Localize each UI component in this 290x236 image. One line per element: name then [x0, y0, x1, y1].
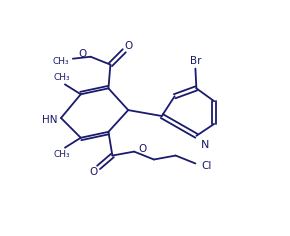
Text: CH₃: CH₃ — [54, 150, 70, 159]
Text: CH₃: CH₃ — [54, 73, 70, 82]
Text: O: O — [138, 144, 146, 154]
Text: O: O — [90, 167, 98, 177]
Text: O: O — [124, 41, 132, 51]
Text: N: N — [201, 140, 210, 150]
Text: CH₃: CH₃ — [52, 57, 69, 66]
Text: Cl: Cl — [201, 161, 212, 171]
Text: Br: Br — [190, 56, 201, 66]
Text: HN: HN — [41, 115, 57, 125]
Text: O: O — [78, 49, 87, 59]
